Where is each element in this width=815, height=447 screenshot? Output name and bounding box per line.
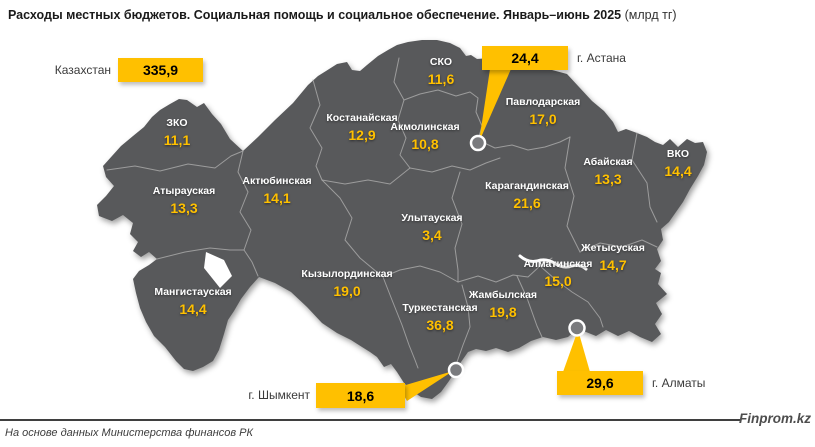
astana-marker [469,134,487,152]
page-title: Расходы местных бюджетов. Социальная пом… [8,8,677,22]
title-text: Расходы местных бюджетов. Социальная пом… [8,8,622,22]
shymkent-pointer [399,371,453,401]
footer-divider [0,419,740,421]
total-value-box: 335,9 [118,58,203,82]
lake-balkhash [518,254,588,271]
astana-pointer [479,69,511,142]
shymkent-label: г. Шымкент [248,388,310,402]
city-markers [447,134,586,379]
brand-logo: Finprom.kz [738,411,811,426]
almaty-value-box: 29,6 [557,371,643,395]
almaty-label: г. Алматы [652,376,706,390]
shymkent-marker [447,361,465,379]
source-note: На основе данных Министерства финансов Р… [5,427,253,439]
shymkent-value-box: 18,6 [316,383,405,408]
astana-value-box: 24,4 [482,46,568,70]
country-silhouette [97,40,707,399]
astana-label: г. Астана [577,51,626,65]
callout-pointers [399,69,590,401]
almaty-pointer [563,330,590,372]
title-unit: (млрд тг) [624,8,677,22]
total-label: Казахстан [54,63,111,77]
region-borders [106,57,658,369]
aral-sea [204,252,232,288]
almaty-marker [568,319,586,337]
